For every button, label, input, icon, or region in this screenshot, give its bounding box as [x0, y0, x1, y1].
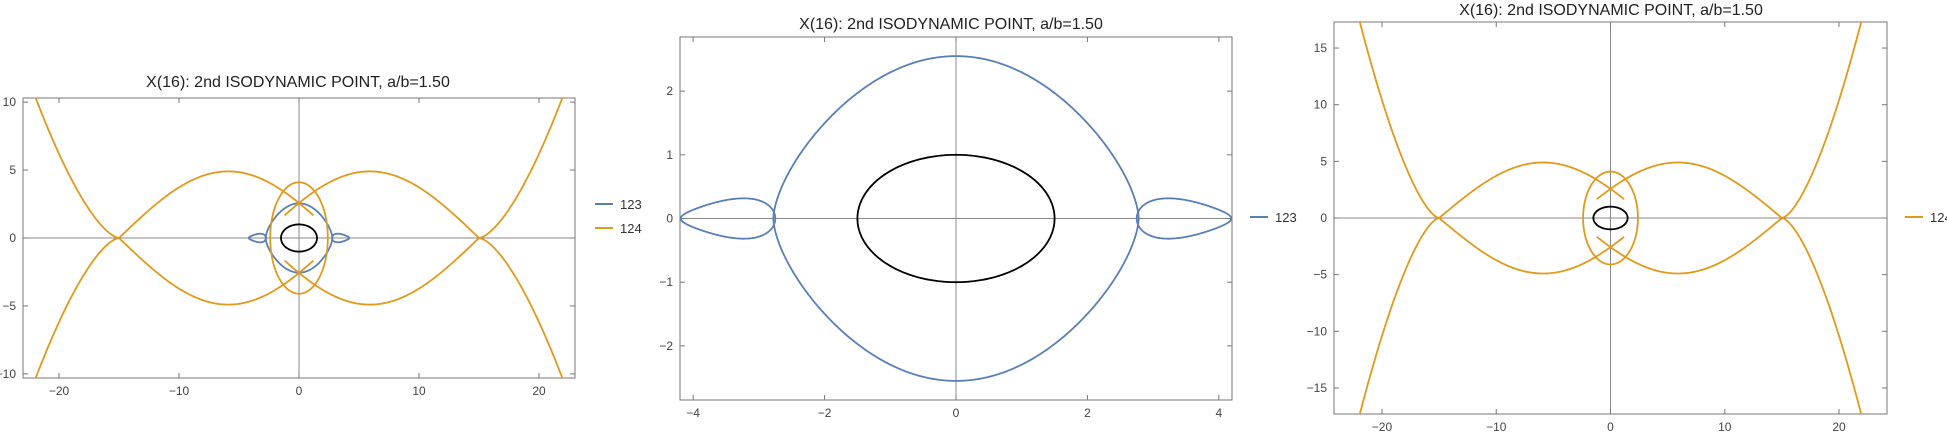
- x-tick-label: −4: [686, 406, 700, 420]
- y-tick-label: 0: [9, 231, 16, 245]
- panel-2-title: X(16): 2nd ISODYNAMIC POINT, a/b=1.50: [799, 16, 1103, 33]
- series-124-arc: [283, 170, 564, 378]
- y-tick-label: −1: [659, 275, 673, 289]
- x-tick-label: 4: [1216, 406, 1223, 420]
- series-124-arc: [1358, 22, 1625, 275]
- panel-1: X(16): 2nd ISODYNAMIC POINT, a/b=1.50 −2…: [0, 74, 642, 398]
- series-123-loop: [247, 232, 267, 244]
- ellipse-curve: [1592, 205, 1629, 231]
- panel-1-legend: 123 124: [595, 197, 642, 236]
- legend-label: 124: [1930, 210, 1947, 225]
- x-tick-label: 0: [1607, 420, 1614, 432]
- panel-2-legend: 123: [1250, 210, 1297, 225]
- series-124-arc: [1596, 161, 1863, 414]
- x-tick-label: −2: [818, 406, 832, 420]
- series-124-arc: [1358, 161, 1625, 414]
- y-tick-label: 10: [1314, 98, 1328, 112]
- y-tick-label: 15: [1314, 41, 1328, 55]
- x-tick-label: 0: [296, 384, 303, 398]
- legend-label: 124: [620, 221, 642, 236]
- panel-2: X(16): 2nd ISODYNAMIC POINT, a/b=1.50 −4…: [659, 16, 1296, 420]
- series-123-loop: [331, 232, 351, 244]
- series-124-arc: [34, 170, 315, 378]
- x-tick-label: 0: [953, 406, 960, 420]
- x-tick-label: −10: [1486, 420, 1507, 432]
- panel-3-legend: 124: [1905, 210, 1947, 225]
- y-tick-label: −15: [1307, 381, 1328, 395]
- x-tick-label: 10: [1718, 420, 1732, 432]
- legend-label: 123: [1275, 210, 1297, 225]
- series-124-circle: [269, 181, 329, 295]
- panel-2-plot: −4 −2 0 2 4 −2 −1 0 1 2: [659, 36, 1233, 420]
- series-124-arc: [1596, 22, 1863, 275]
- y-tick-label: 5: [1320, 154, 1327, 168]
- ellipse-curve: [280, 223, 318, 253]
- series-124-arc: [34, 98, 315, 306]
- series-123-body: [772, 55, 1140, 382]
- y-tick-label: 5: [9, 163, 16, 177]
- ellipse-curve: [856, 153, 1056, 284]
- y-tick-label: −10: [1307, 324, 1328, 338]
- x-tick-label: −20: [49, 384, 70, 398]
- x-tick-label: −20: [1372, 420, 1393, 432]
- y-tick-label: 1: [666, 148, 673, 162]
- panel-3-title: X(16): 2nd ISODYNAMIC POINT, a/b=1.50: [1459, 2, 1763, 19]
- y-tick-label: −5: [2, 299, 16, 313]
- x-tick-label: 2: [1084, 406, 1091, 420]
- panel-3-plot: −20 −10 0 10 20 −15 −10 −5 0 5 10 15: [1307, 21, 1888, 432]
- x-tick-label: 10: [412, 384, 426, 398]
- x-tick-label: 20: [532, 384, 546, 398]
- y-tick-label: −2: [659, 339, 673, 353]
- series-123-loop: [1135, 197, 1232, 240]
- panel-1-title: X(16): 2nd ISODYNAMIC POINT, a/b=1.50: [146, 74, 450, 91]
- legend-label: 123: [620, 197, 642, 212]
- x-tick-label: 20: [1832, 420, 1846, 432]
- x-tick-label: −10: [169, 384, 190, 398]
- y-tick-label: 0: [1320, 211, 1327, 225]
- y-tick-label: −5: [1313, 268, 1327, 282]
- y-tick-label: 0: [666, 212, 673, 226]
- series-124-circle: [1582, 170, 1639, 266]
- panel-1-plot: −20 −10 0 10 20 −10 −5 0 5 10: [0, 95, 576, 398]
- series-124-arc: [283, 98, 564, 306]
- series-123-loop: [680, 197, 777, 240]
- y-tick-label: 10: [3, 95, 17, 109]
- panel-3: X(16): 2nd ISODYNAMIC POINT, a/b=1.50 −2…: [1307, 2, 1947, 432]
- y-tick-label: 2: [666, 84, 673, 98]
- y-tick-label: −10: [0, 367, 16, 381]
